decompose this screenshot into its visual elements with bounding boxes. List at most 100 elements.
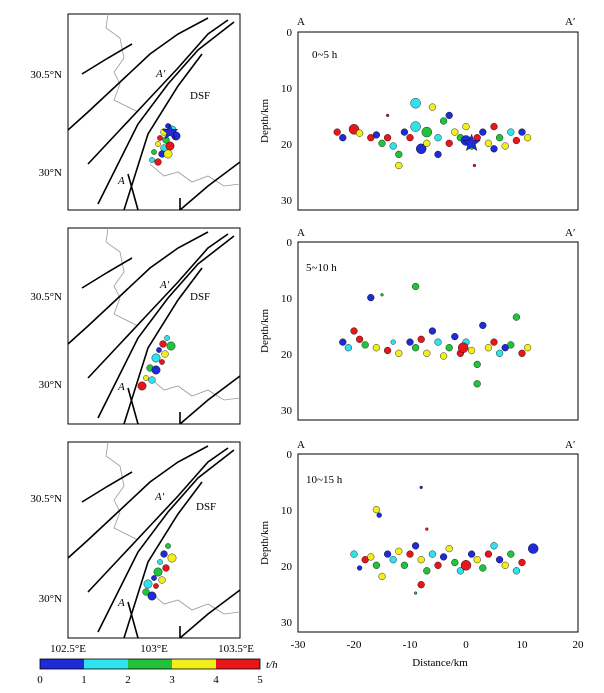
event-point — [518, 128, 526, 136]
fault-label: DSF — [190, 90, 210, 102]
event-point — [440, 117, 448, 125]
map-panels: A′ DSF A A′ DSF — [30, 13, 278, 686]
event-point — [400, 561, 409, 569]
event-point — [425, 527, 429, 531]
map-epicenter — [161, 350, 169, 358]
event-point — [412, 542, 420, 550]
event-point — [434, 561, 442, 569]
colorbar-tick: 4 — [213, 674, 219, 686]
event-point — [414, 591, 418, 595]
depth-tick-label: 20 — [281, 349, 293, 361]
depth-tick-label: 30 — [281, 195, 293, 207]
event-point — [445, 111, 453, 120]
colorbar-segment — [40, 659, 84, 669]
section-start-label: A — [117, 175, 125, 187]
map-epicenter — [153, 583, 159, 589]
depth-tick-label: 10 — [281, 293, 293, 305]
colorbar-segment — [128, 659, 172, 669]
section-start-label: A — [297, 16, 305, 28]
event-point — [507, 128, 515, 136]
map-epicenter — [162, 564, 170, 572]
colorbar-segment — [216, 659, 260, 669]
x-tick-label: 20 — [573, 639, 585, 651]
colorbar-segment — [84, 659, 128, 669]
longitude-labels: 102.5°E 103°E 103.5°E — [50, 643, 254, 655]
event-point — [507, 341, 515, 349]
event-point — [523, 134, 532, 142]
event-point — [451, 558, 459, 567]
event-point — [357, 565, 363, 571]
event-point — [389, 556, 397, 564]
section-start-label: A — [117, 597, 125, 609]
event-point — [389, 142, 397, 150]
event-point — [372, 344, 381, 352]
map-epicenters — [149, 123, 181, 166]
map-frame — [67, 227, 241, 425]
event-point — [384, 134, 392, 142]
event-point — [421, 126, 432, 138]
event-point — [423, 349, 431, 357]
mainshock-star — [161, 123, 179, 140]
depth-panel-3: A A′ 10~15 h 0 10 20 30 Depth/km — [259, 439, 579, 633]
mainshock-star — [462, 133, 481, 151]
event-point — [417, 556, 425, 564]
section-start-label: A — [297, 439, 305, 451]
section-events — [350, 485, 539, 595]
map-epicenter — [147, 591, 157, 601]
map-epicenter — [151, 575, 157, 581]
depth-tick-label: 0 — [287, 237, 293, 249]
event-point — [378, 572, 386, 581]
lat-tick-label: 30.5°N — [30, 69, 62, 81]
event-point — [428, 103, 437, 111]
fault-lines — [67, 17, 241, 211]
lat-tick-label: 30.5°N — [30, 291, 62, 303]
event-point — [468, 550, 476, 558]
event-point — [479, 564, 487, 572]
event-point — [528, 543, 539, 554]
event-point — [440, 553, 448, 561]
section-start-label: A — [297, 227, 305, 239]
colorbar-tick: 1 — [81, 674, 87, 686]
lat-tick-label: 30°N — [39, 167, 62, 179]
fault-label: DSF — [196, 501, 216, 513]
map-epicenters — [142, 543, 177, 601]
event-point — [390, 339, 396, 345]
event-point — [333, 128, 341, 136]
event-point — [344, 344, 353, 352]
event-point — [428, 550, 437, 558]
event-point — [451, 333, 459, 341]
event-point — [473, 360, 481, 369]
time-window-label: 10~15 h — [306, 474, 343, 486]
section-frame — [297, 31, 579, 211]
event-point — [423, 139, 431, 147]
event-point — [490, 122, 498, 131]
depth-panel-2: A A′ 5~10 h 0 10 20 30 Depth/km — [259, 227, 579, 421]
event-point — [501, 561, 509, 569]
time-window-label: 5~10 h — [306, 262, 337, 274]
event-point — [406, 338, 414, 346]
event-point — [501, 142, 509, 150]
event-point — [445, 139, 453, 147]
event-point — [372, 561, 381, 569]
y-axis-label: Depth/km — [259, 521, 271, 565]
event-point — [445, 544, 453, 553]
section-events — [333, 97, 532, 170]
event-point — [400, 128, 409, 136]
event-point — [395, 349, 403, 357]
event-point — [523, 344, 532, 352]
colorbar-segment — [172, 659, 216, 669]
map-epicenter — [165, 543, 171, 549]
map-epicenter — [153, 567, 163, 577]
map-epicenter — [159, 340, 167, 348]
map-panel-1: A′ DSF A — [67, 13, 241, 211]
depth-tick-label: 20 — [281, 139, 293, 151]
fault-lines — [67, 445, 241, 639]
event-point — [458, 342, 469, 353]
event-point — [356, 129, 364, 137]
event-point — [490, 145, 498, 153]
event-point — [496, 134, 504, 142]
event-point — [428, 327, 437, 335]
event-point — [416, 143, 427, 155]
map-epicenter — [149, 157, 155, 163]
